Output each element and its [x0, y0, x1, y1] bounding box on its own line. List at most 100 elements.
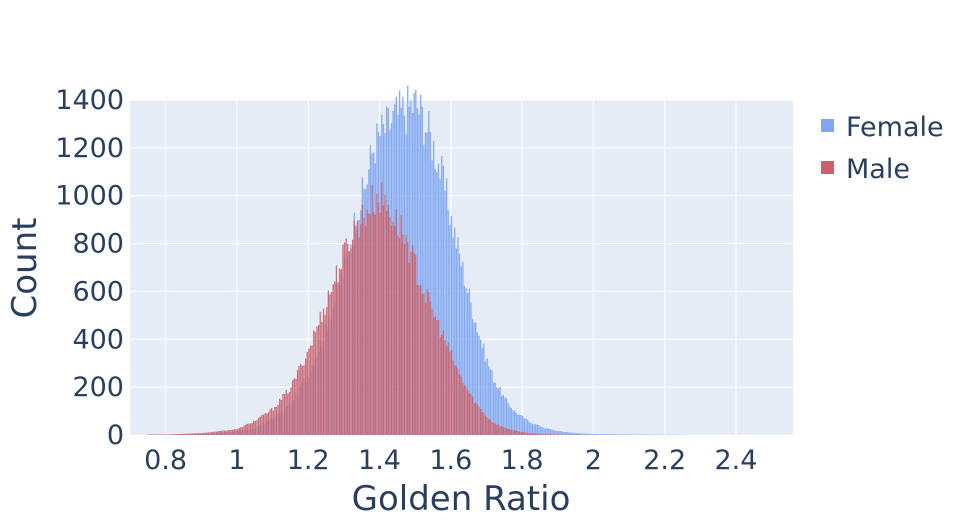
- x-tick-label: 1.2: [287, 445, 330, 476]
- histogram-bar: [479, 408, 482, 435]
- histogram-bar: [452, 360, 454, 435]
- histogram-bar: [471, 396, 474, 435]
- histogram-bar: [423, 293, 425, 435]
- histogram-bar: [395, 209, 398, 435]
- histogram-bar: [458, 374, 461, 435]
- histogram-bar: [543, 434, 545, 435]
- histogram-bar: [364, 225, 367, 435]
- histogram-bar: [313, 330, 315, 435]
- legend-swatch-male: [821, 161, 834, 174]
- histogram-bar: [272, 410, 274, 435]
- histogram-bar: [420, 95, 422, 435]
- histogram-bar: [402, 234, 404, 435]
- histogram-bar: [418, 114, 420, 436]
- histogram-bar: [509, 406, 511, 435]
- histogram-bar: [415, 254, 417, 435]
- histogram-bar: [261, 414, 263, 435]
- legend[interactable]: Female Male: [821, 112, 944, 185]
- histogram-bar: [591, 433, 594, 435]
- histogram-bar: [309, 345, 312, 435]
- histogram-bar: [620, 434, 623, 435]
- histogram-bar: [483, 343, 485, 435]
- histogram-bar: [329, 294, 331, 435]
- histogram-bar: [533, 433, 535, 435]
- histogram-bar: [389, 217, 391, 435]
- histogram-bar: [465, 387, 467, 435]
- legend-item-female[interactable]: Female: [821, 112, 944, 143]
- histogram-bar: [384, 195, 386, 435]
- y-tick-label: 600: [72, 276, 124, 307]
- y-axis-title: Count: [5, 218, 45, 319]
- histogram-bar: [570, 432, 573, 435]
- histogram-bar: [479, 339, 482, 435]
- histogram-bar: [455, 248, 457, 435]
- histogram-bar: [588, 433, 590, 435]
- histogram-bar: [434, 168, 436, 435]
- histogram-bar: [449, 352, 451, 435]
- histogram-bar: [283, 394, 286, 435]
- histogram-bar: [222, 430, 224, 435]
- histogram-bar: [452, 237, 454, 435]
- histogram-bar: [327, 290, 329, 435]
- legend-item-male[interactable]: Male: [821, 154, 910, 185]
- histogram-bar: [478, 335, 480, 435]
- histogram-bar: [573, 432, 576, 435]
- histogram-bar: [355, 225, 357, 435]
- histogram-bar: [240, 427, 242, 435]
- histogram-bar: [238, 427, 240, 435]
- histogram-bar: [462, 261, 464, 435]
- histogram-bar: [569, 432, 571, 435]
- histogram-bar: [293, 378, 295, 435]
- histogram-bar: [431, 308, 433, 435]
- histogram-bar: [539, 426, 542, 435]
- histogram-bar: [371, 184, 373, 435]
- histogram-bar: [274, 406, 276, 435]
- histogram-bar: [458, 253, 461, 435]
- histogram-bar: [413, 253, 415, 435]
- histogram-bar: [332, 284, 334, 435]
- histogram-bar: [392, 222, 394, 435]
- histogram-bar: [418, 285, 420, 435]
- x-tick-label: 2: [585, 445, 602, 476]
- histogram-bar: [494, 382, 496, 435]
- histogram-bar: [492, 423, 495, 435]
- histogram-bar: [497, 424, 500, 435]
- histogram-bar: [442, 331, 445, 435]
- histogram-bar: [219, 430, 221, 435]
- histogram-bar: [183, 433, 185, 435]
- histogram-bar: [486, 417, 488, 435]
- histogram-bar: [523, 418, 526, 435]
- histogram-bar: [301, 365, 304, 435]
- histogram-bar: [215, 431, 218, 435]
- histogram-bar: [476, 332, 479, 435]
- histogram-bar: [426, 132, 428, 436]
- histogram-bar: [528, 421, 530, 435]
- histogram-bar: [431, 160, 433, 436]
- histogram-bar: [525, 418, 527, 435]
- histogram-bar: [363, 217, 365, 435]
- histogram-bar: [560, 431, 563, 435]
- histogram-bar: [504, 427, 506, 435]
- histogram-bar: [251, 422, 253, 435]
- histogram-bar: [296, 369, 299, 435]
- histogram-bar: [548, 428, 550, 435]
- histogram-bar: [225, 430, 227, 435]
- histogram-bar: [400, 215, 402, 435]
- histogram-bar: [528, 433, 530, 435]
- histogram-bar: [220, 430, 223, 435]
- legend-label-female: Female: [846, 112, 944, 143]
- histogram-bar: [439, 179, 441, 435]
- histogram-bar: [337, 282, 339, 435]
- histogram-bar: [193, 433, 195, 435]
- histogram-bar: [287, 393, 289, 435]
- histogram-bar: [189, 433, 192, 435]
- histogram-bar: [212, 431, 214, 435]
- y-tick-label: 1200: [55, 133, 124, 164]
- histogram-bar: [233, 429, 236, 435]
- x-tick-label: 1.4: [358, 445, 401, 476]
- histogram-bar: [437, 320, 440, 435]
- histogram-bar: [609, 434, 611, 435]
- histogram-bar: [211, 431, 213, 435]
- histogram-bar: [245, 424, 247, 435]
- histogram-bar: [207, 432, 210, 435]
